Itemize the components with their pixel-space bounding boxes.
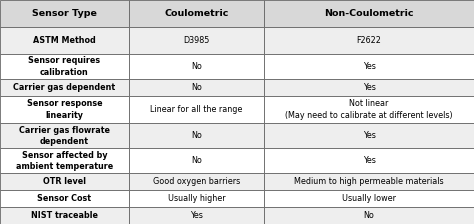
Text: ASTM Method: ASTM Method bbox=[33, 36, 96, 45]
Text: Good oxygen barriers: Good oxygen barriers bbox=[153, 177, 240, 186]
Bar bbox=[0, 207, 129, 224]
Bar bbox=[129, 0, 264, 27]
Bar bbox=[129, 207, 264, 224]
Text: Sensor Cost: Sensor Cost bbox=[37, 194, 91, 203]
Text: No: No bbox=[364, 211, 374, 220]
Text: Usually lower: Usually lower bbox=[342, 194, 396, 203]
Text: Yes: Yes bbox=[363, 62, 375, 71]
Bar bbox=[0, 190, 129, 207]
Text: Yes: Yes bbox=[190, 211, 203, 220]
Text: Carrier gas dependent: Carrier gas dependent bbox=[13, 83, 116, 92]
Text: Sensor requires
calibration: Sensor requires calibration bbox=[28, 56, 100, 77]
Bar bbox=[0, 54, 129, 79]
Bar bbox=[264, 207, 474, 224]
Text: Coulometric: Coulometric bbox=[164, 9, 228, 18]
Bar bbox=[0, 123, 129, 148]
Bar bbox=[0, 96, 129, 123]
Bar bbox=[0, 0, 129, 27]
Bar bbox=[264, 54, 474, 79]
Text: Yes: Yes bbox=[363, 83, 375, 92]
Bar bbox=[264, 79, 474, 96]
Bar bbox=[264, 0, 474, 27]
Text: NIST traceable: NIST traceable bbox=[31, 211, 98, 220]
Text: Medium to high permeable materials: Medium to high permeable materials bbox=[294, 177, 444, 186]
Text: No: No bbox=[191, 62, 202, 71]
Bar bbox=[129, 173, 264, 190]
Text: No: No bbox=[191, 83, 202, 92]
Bar bbox=[129, 96, 264, 123]
Text: Sensor Type: Sensor Type bbox=[32, 9, 97, 18]
Bar bbox=[129, 27, 264, 54]
Text: F2622: F2622 bbox=[356, 36, 382, 45]
Text: Sensor affected by
ambient temperature: Sensor affected by ambient temperature bbox=[16, 151, 113, 171]
Bar bbox=[264, 123, 474, 148]
Bar bbox=[129, 54, 264, 79]
Text: No: No bbox=[191, 131, 202, 140]
Bar bbox=[0, 27, 129, 54]
Bar bbox=[129, 190, 264, 207]
Text: Sensor response
linearity: Sensor response linearity bbox=[27, 99, 102, 120]
Text: Carrier gas flowrate
dependent: Carrier gas flowrate dependent bbox=[19, 125, 110, 146]
Bar bbox=[129, 79, 264, 96]
Text: Usually higher: Usually higher bbox=[168, 194, 225, 203]
Text: Non-Coulometric: Non-Coulometric bbox=[324, 9, 414, 18]
Bar bbox=[264, 148, 474, 173]
Bar bbox=[264, 96, 474, 123]
Bar bbox=[264, 173, 474, 190]
Bar bbox=[0, 79, 129, 96]
Bar bbox=[129, 148, 264, 173]
Bar bbox=[0, 173, 129, 190]
Bar bbox=[264, 190, 474, 207]
Text: Yes: Yes bbox=[363, 156, 375, 165]
Text: D3985: D3985 bbox=[183, 36, 210, 45]
Bar bbox=[0, 148, 129, 173]
Bar bbox=[129, 123, 264, 148]
Text: Not linear
(May need to calibrate at different levels): Not linear (May need to calibrate at dif… bbox=[285, 99, 453, 120]
Text: Yes: Yes bbox=[363, 131, 375, 140]
Text: No: No bbox=[191, 156, 202, 165]
Text: Linear for all the range: Linear for all the range bbox=[150, 105, 243, 114]
Text: OTR level: OTR level bbox=[43, 177, 86, 186]
Bar bbox=[264, 27, 474, 54]
